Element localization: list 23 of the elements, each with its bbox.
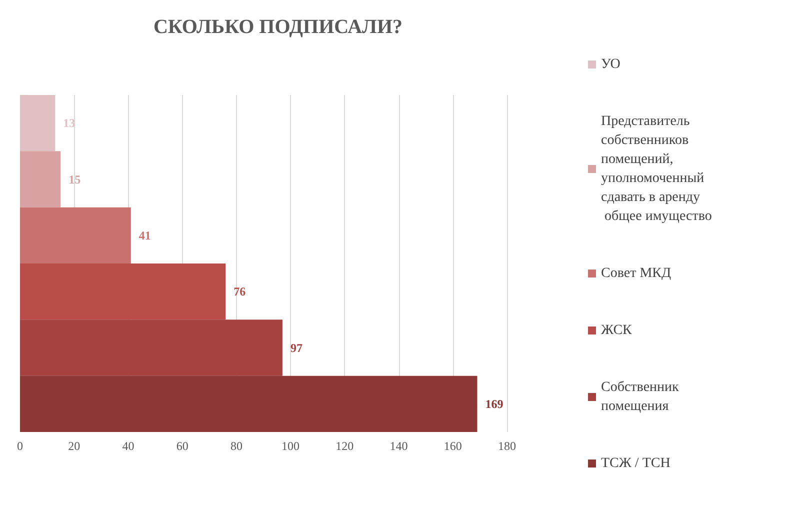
x-tick-label: 180 [498,439,516,453]
legend-label: ЖСК [601,323,633,338]
data-label: 76 [234,284,246,299]
x-tick-label: 40 [122,439,134,453]
chart-title: СКОЛЬКО ПОДПИСАЛИ? [153,16,403,38]
data-label: 97 [290,340,302,355]
x-tick-label: 60 [176,439,188,453]
x-tick-label: 20 [68,439,80,453]
data-label: 169 [485,396,504,411]
legend-label: УО [601,57,620,72]
legend-label: Представитель собственников помещений, уполномоченный сдавать в аренду общее имущество [601,114,712,224]
x-tick-label: 140 [390,439,408,453]
data-label: 15 [68,172,81,186]
legend-label: ТСЖ / ТСН [601,456,670,471]
x-tick-label: 100 [282,439,300,453]
legend-label: Собственник помещения [601,380,682,414]
x-tick-label: 160 [444,439,462,453]
data-label: 41 [138,228,151,242]
legend-label: Совет МКД [601,266,672,281]
x-tick-label: 120 [336,439,354,453]
x-tick-label: 0 [17,439,23,453]
x-tick-label: 80 [230,439,242,453]
data-label: 13 [63,116,76,130]
